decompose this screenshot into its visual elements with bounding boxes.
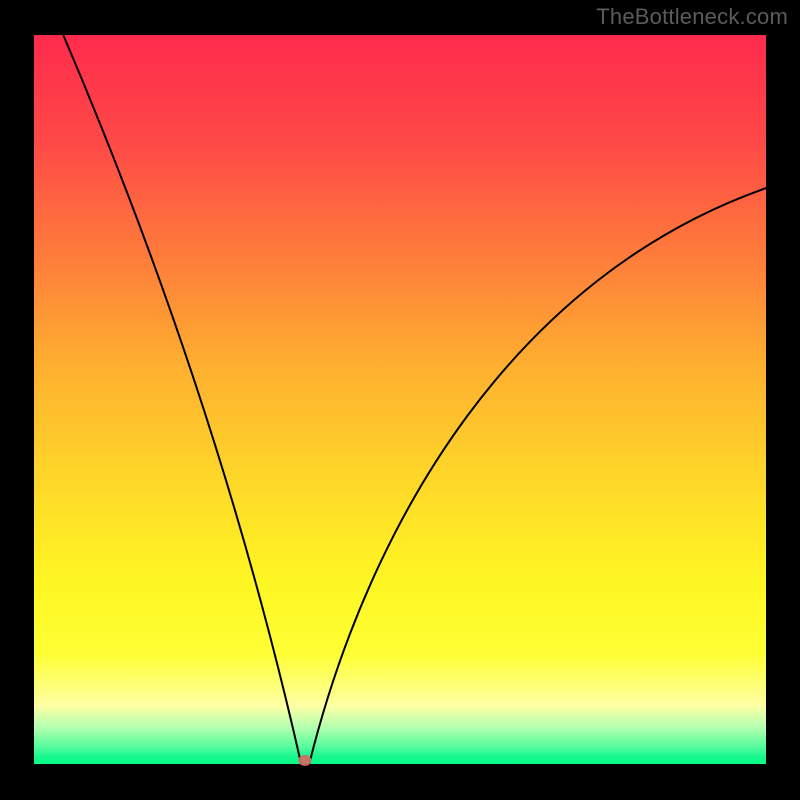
chart-container: TheBottleneck.com bbox=[0, 0, 800, 800]
optimum-marker bbox=[298, 755, 311, 766]
watermark-text: TheBottleneck.com bbox=[596, 4, 788, 30]
bottleneck-curve-plot bbox=[0, 0, 800, 800]
plot-background bbox=[34, 35, 766, 764]
